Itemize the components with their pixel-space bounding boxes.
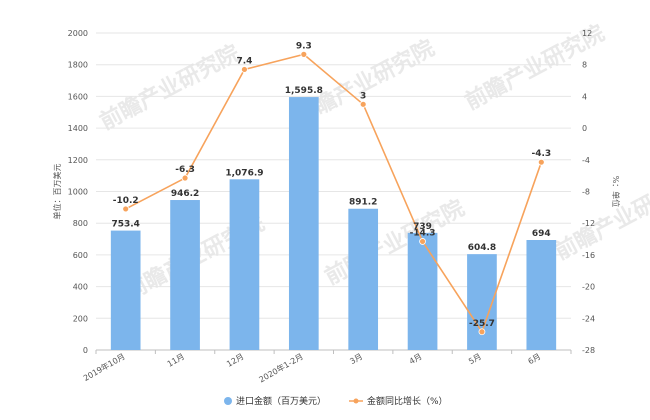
line-value-label: -25.7 [469,319,495,329]
line-point[interactable] [181,174,189,182]
category-label: 3月 [348,352,364,366]
line-point[interactable] [122,205,130,213]
bar[interactable] [170,200,200,350]
right-tick-label: -24 [582,314,595,323]
line-value-label: -4.3 [531,149,551,159]
right-tick-label: 0 [582,124,587,133]
left-tick-label: 400 [73,283,88,292]
category-label: 2020年1-2月 [257,351,305,384]
left-axis-title: 单位：百万美元 [52,164,62,220]
left-tick-label: 0 [83,346,88,355]
line-point[interactable] [241,66,248,73]
watermark-text: 前瞻产业研究院 [321,195,469,290]
right-tick-label: 12 [582,29,592,38]
category-axis-ticks: 2019年10月 11月 12月 2020年1-2月 3月 4月 5月 6月 [81,350,572,384]
bar-series [110,97,557,350]
bar-value-label: 891.2 [349,198,377,208]
bar-value-label: 946.2 [171,189,199,199]
line-point[interactable] [419,238,426,245]
left-axis-ticks: 0 200 400 600 800 1000 1200 1400 1600 1800 2000 [68,29,88,355]
right-tick-label: -8 [582,188,590,197]
right-tick-label: -20 [582,283,595,292]
bar[interactable] [407,232,438,350]
category-label: 6月 [526,352,542,366]
legend-line-label[interactable]: 金额同比增长（%） [367,395,448,407]
line-value-label: -10.2 [113,196,139,206]
bar[interactable] [288,97,319,350]
right-tick-label: -12 [582,219,595,228]
growth-line [125,53,543,334]
watermark-text: 前瞻产业研究院 [551,170,650,265]
category-label: 5月 [467,352,483,366]
watermark-text: 前瞻产业研究院 [96,40,244,135]
right-tick-label: -28 [582,346,595,355]
legend-line-marker[interactable] [353,398,359,404]
bar-value-label: 694 [532,229,551,239]
line-value-label: -6.3 [175,165,195,175]
right-axis-ticks: -28 -24 -20 -16 -12 -8 -4 0 4 8 12 [582,29,595,355]
bar-value-label: 1,595.8 [285,86,323,96]
bar-value-label: 1,076.9 [225,168,263,178]
left-tick-label: 1600 [68,92,88,101]
line-point[interactable] [478,328,486,336]
line-point[interactable] [537,158,545,166]
category-label: 12月 [225,352,245,369]
legend-bar-swatch[interactable] [224,397,232,405]
left-tick-label: 2000 [68,29,88,38]
left-tick-label: 600 [73,251,88,260]
bar[interactable] [526,240,557,350]
right-tick-label: 4 [582,92,587,101]
right-tick-label: -16 [582,251,595,260]
right-tick-label: -4 [582,156,590,165]
category-label: 4月 [408,352,424,366]
line-data-labels: -10.2 -6.3 7.4 9.3 3 -14.3 -25.7 -4.3 [113,41,551,328]
line-value-label: 3 [360,91,366,101]
bar-data-labels: 753.4 946.2 1,076.9 1,595.8 891.2 739 604.8 694 [111,86,550,253]
bar[interactable] [348,208,379,350]
category-label: 11月 [166,352,186,369]
line-series [122,50,545,336]
left-tick-label: 1800 [68,61,88,70]
right-tick-label: 8 [582,61,587,70]
left-tick-label: 800 [73,219,88,228]
line-point[interactable] [359,100,367,108]
line-value-label: 7.4 [236,56,252,66]
legend: 进口金额（百万美元） 金额同比增长（%） [224,395,448,407]
legend-bar-label[interactable]: 进口金额（百万美元） [236,395,326,407]
bar-value-label: 604.8 [468,243,496,253]
category-label: 2019年10月 [81,351,126,383]
bar[interactable] [110,230,141,350]
left-tick-label: 1000 [68,188,88,197]
left-tick-label: 1400 [68,124,88,133]
bar[interactable] [229,179,260,350]
left-tick-label: 1200 [68,156,88,165]
bar-value-label: 753.4 [111,220,139,230]
left-tick-label: 200 [73,314,88,323]
line-value-label: -14.3 [410,228,436,238]
bar-value-label: 739 [413,222,432,232]
line-point[interactable] [300,50,308,58]
right-axis-title: %：单位 [611,176,621,208]
line-value-label: 9.3 [296,41,312,51]
